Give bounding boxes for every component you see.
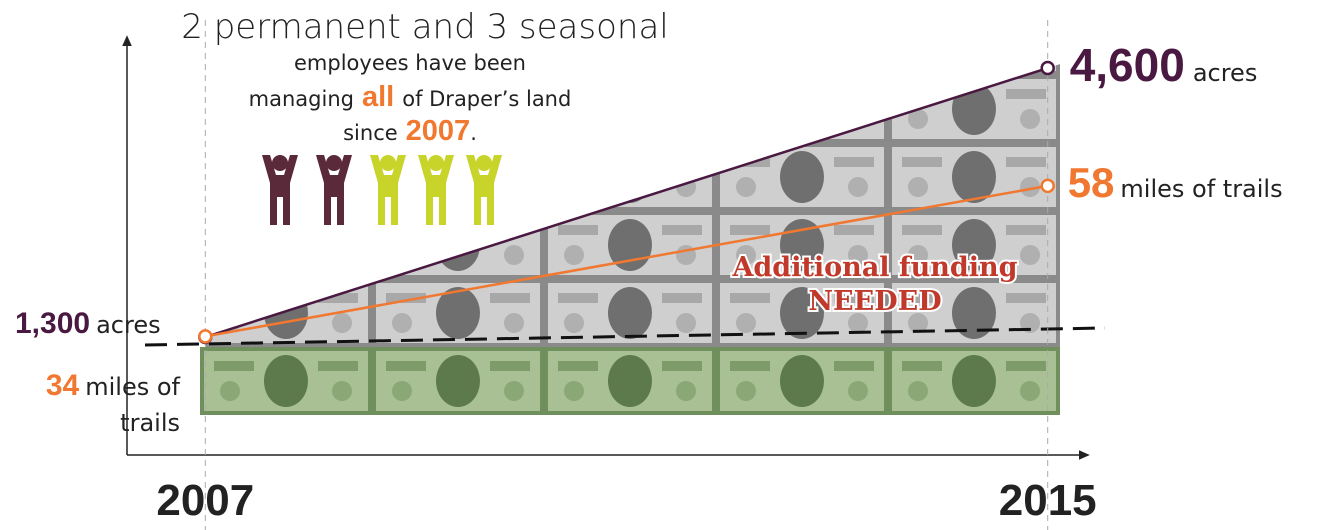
annotation-word: . <box>470 121 477 145</box>
annotation-word: managing <box>249 87 354 111</box>
point <box>1042 180 1054 192</box>
annotation: employees have been <box>294 51 526 75</box>
people-icons <box>262 155 502 225</box>
annotation-highlight: all <box>362 81 394 113</box>
value: 4,600 <box>1070 39 1185 91</box>
annotation-word: since <box>343 121 398 145</box>
unit: acres <box>96 311 161 339</box>
value: 58 <box>1068 159 1115 206</box>
infographic: 2007 2015 2 permanent and 3 seasonal employ… <box>0 0 1344 530</box>
annotation-highlight: 2007 <box>406 115 471 147</box>
end-acres-label: 4,600 acres <box>1070 40 1258 91</box>
annotation-word: of Draper’s land <box>402 87 571 111</box>
unit: miles of trails <box>1120 175 1282 203</box>
callout: Additional funding <box>731 252 1017 283</box>
annotation: since 2007. <box>343 115 477 147</box>
value: 34 <box>46 369 79 402</box>
point <box>1042 62 1054 74</box>
unit: acres <box>1193 59 1258 87</box>
x-tick-label: 2007 <box>156 476 254 525</box>
callout: NEEDED <box>808 286 941 317</box>
annotation: managing all of Draper’s land <box>249 81 572 113</box>
x-tick-label: 2015 <box>999 476 1097 525</box>
money-strip <box>200 347 1060 415</box>
unit: miles of trails <box>85 373 180 437</box>
title: 2 permanent and 3 seasonal <box>181 7 668 47</box>
point <box>199 330 211 342</box>
annotation-word: employees have been <box>294 51 526 75</box>
value: 1,300 <box>15 307 90 340</box>
